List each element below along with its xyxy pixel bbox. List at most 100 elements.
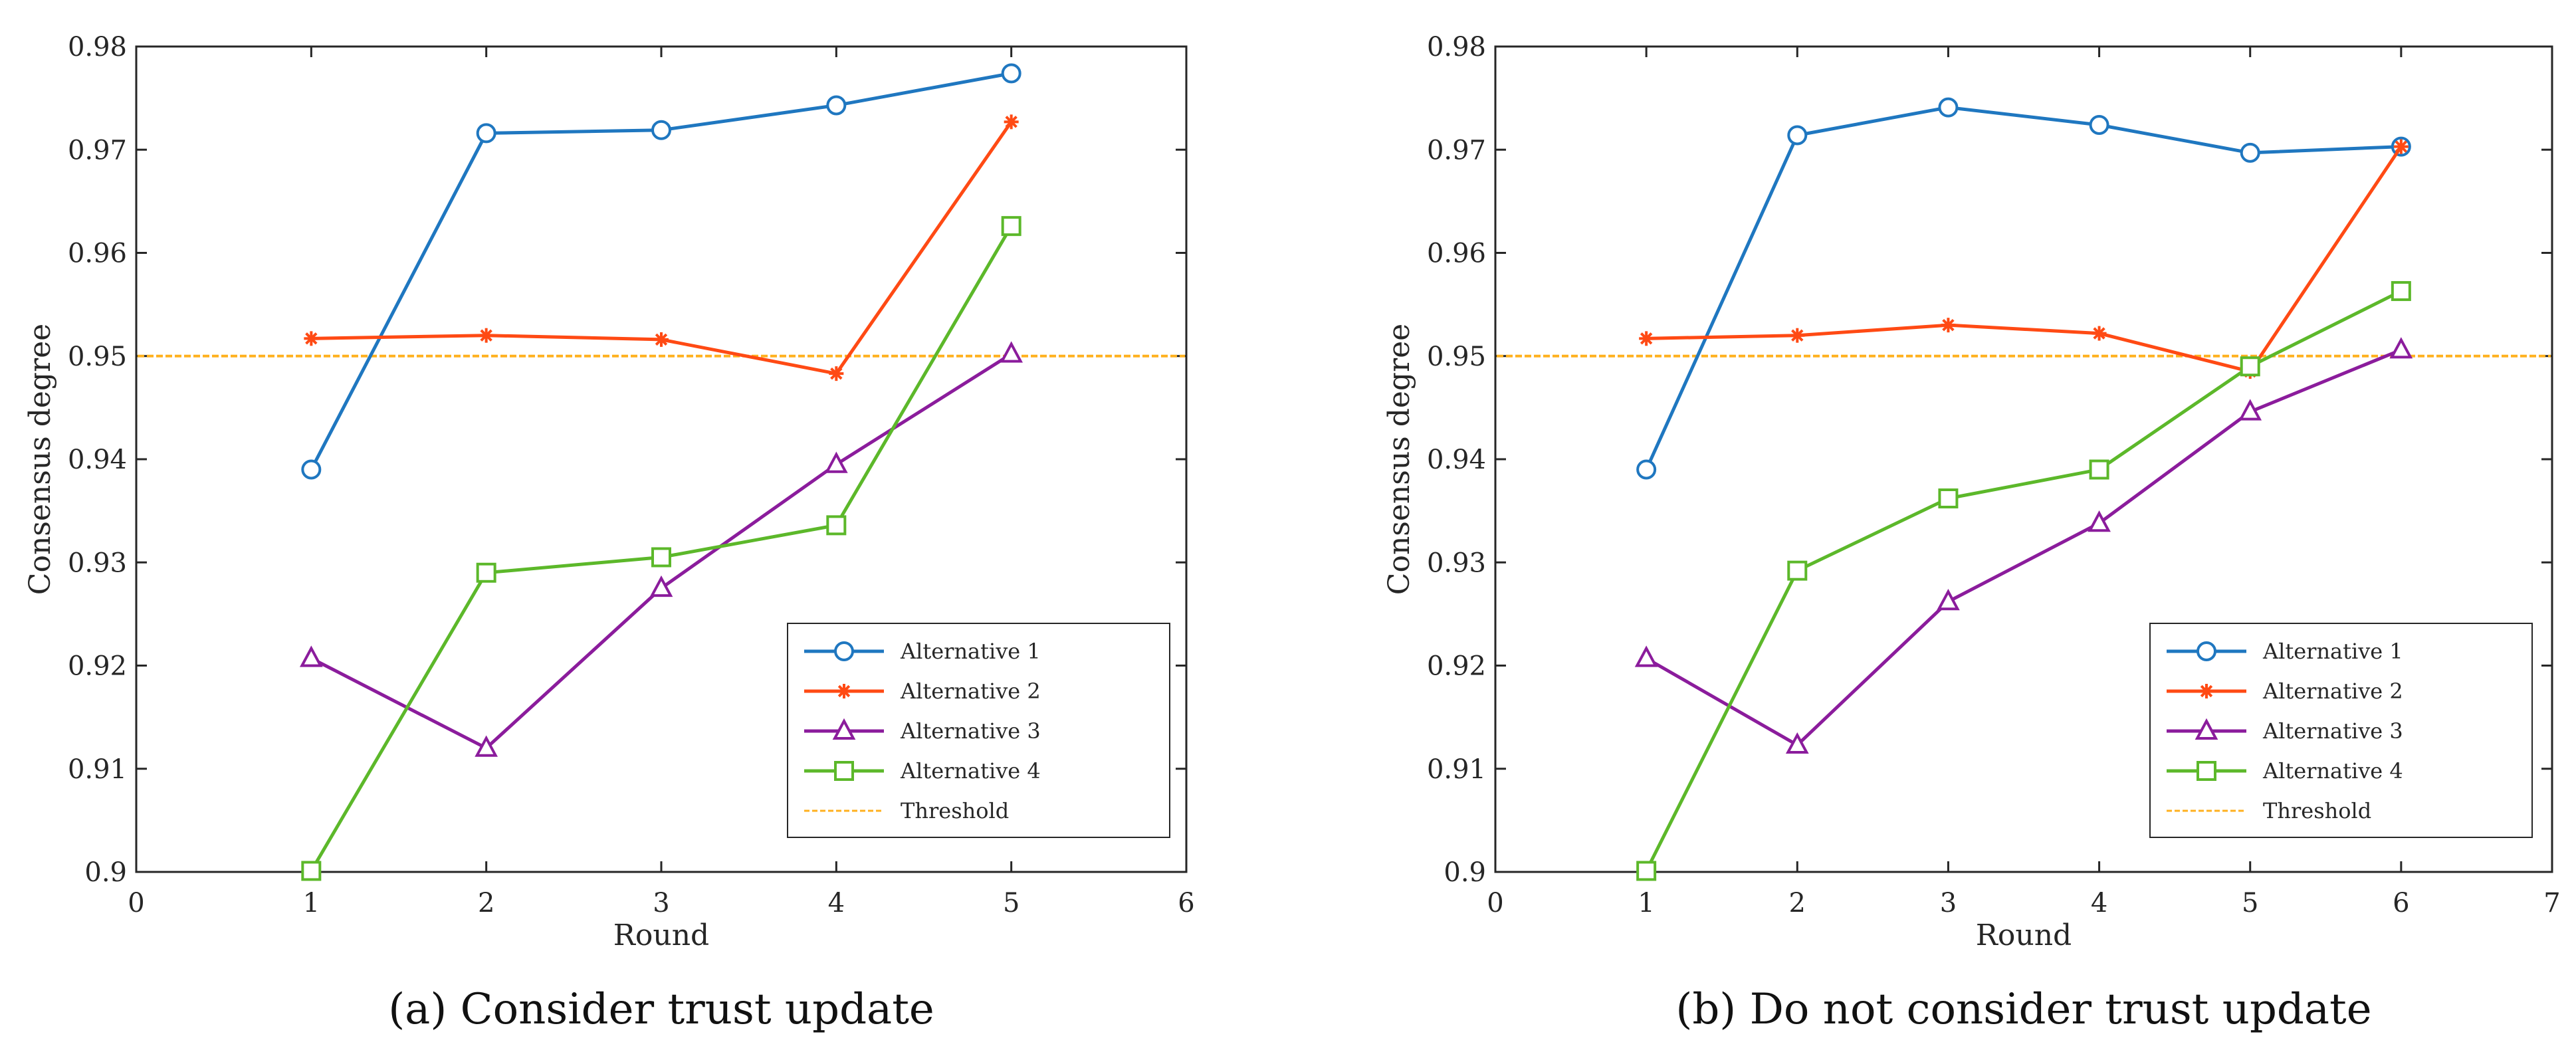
data-point bbox=[1787, 125, 1808, 146]
y-tick-label: 0.92 bbox=[1427, 651, 1486, 682]
data-point bbox=[304, 331, 319, 346]
series-alternative-2 bbox=[1639, 139, 2409, 379]
series-alternative-3 bbox=[1634, 337, 2413, 754]
legend-marker bbox=[2199, 684, 2214, 698]
x-tick-label: 2 bbox=[1789, 888, 1806, 918]
legend-entry: Alternative 2 bbox=[804, 679, 1041, 704]
series-alternative-2 bbox=[304, 114, 1019, 381]
x-tick-label: 1 bbox=[1638, 888, 1654, 918]
legend-entry: Alternative 4 bbox=[804, 758, 1041, 784]
data-point bbox=[826, 515, 847, 536]
chart-2: 0 1 2 3 4 5 6 7 0.9 0.91 0.92 0.93 0.94 0.95 0.96 0.97 0… bbox=[1382, 32, 2561, 1034]
legend-label: Alternative 4 bbox=[2262, 758, 2403, 784]
legend-label: Alternative 3 bbox=[900, 718, 1041, 744]
x-tick-label: 4 bbox=[2091, 888, 2107, 918]
x-tick-label: 6 bbox=[1178, 888, 1194, 918]
y-tick-label: 0.97 bbox=[68, 135, 127, 165]
x-tick-label: 3 bbox=[653, 888, 669, 918]
legend-entry: Threshold bbox=[804, 798, 1009, 823]
data-point bbox=[2389, 337, 2413, 359]
x-tick-label: 2 bbox=[478, 888, 494, 918]
data-point bbox=[1787, 560, 1808, 581]
y-tick-label: 0.98 bbox=[68, 32, 127, 62]
x-tick-label: 5 bbox=[2242, 888, 2258, 918]
data-point bbox=[2393, 139, 2409, 154]
y-tick-label: 0.96 bbox=[1427, 239, 1486, 269]
data-point bbox=[301, 861, 322, 881]
legend-entry: Alternative 2 bbox=[2167, 679, 2403, 704]
data-point bbox=[1790, 328, 1805, 343]
data-point bbox=[1938, 488, 1959, 508]
legend-label: Alternative 2 bbox=[900, 679, 1041, 704]
x-tick-label: 0 bbox=[128, 888, 144, 918]
legend-entry: Alternative 4 bbox=[2167, 758, 2403, 784]
data-point bbox=[1938, 97, 1959, 118]
legend-label: Alternative 2 bbox=[2262, 679, 2403, 704]
data-point bbox=[1000, 341, 1023, 363]
data-point bbox=[654, 332, 669, 347]
y-tick-label: 0.94 bbox=[68, 445, 127, 475]
data-point bbox=[1001, 216, 1021, 237]
x-tick-label: 1 bbox=[303, 888, 320, 918]
legend-marker bbox=[2195, 718, 2218, 740]
data-point bbox=[1937, 589, 1960, 611]
data-point bbox=[476, 123, 496, 144]
y-tick-label: 0.95 bbox=[68, 342, 127, 372]
legend-marker bbox=[837, 684, 851, 698]
chart-1: 0 1 2 3 4 5 6 0.9 0.91 0.92 0.93 0.94 0.95 0.96 0.97 0.… bbox=[23, 32, 1195, 1034]
y-tick-label: 0.98 bbox=[1427, 32, 1486, 62]
data-point bbox=[651, 120, 671, 140]
legend: Alternative 1 Alternative 2 Alternative 3 A… bbox=[2149, 623, 2533, 838]
x-tick-label: 7 bbox=[2543, 888, 2560, 918]
data-point bbox=[301, 459, 322, 480]
x-tick-label: 6 bbox=[2393, 888, 2409, 918]
legend-entry: Alternative 3 bbox=[2167, 718, 2403, 744]
x-axis-label: Round bbox=[613, 918, 709, 952]
data-point bbox=[2240, 356, 2260, 377]
x-axis-label: Round bbox=[1976, 918, 2072, 952]
y-tick-label: 0.93 bbox=[68, 548, 127, 578]
series-line bbox=[1644, 106, 2401, 471]
y-axis-label: Consensus degree bbox=[1382, 324, 1416, 595]
series-line bbox=[1646, 146, 2403, 373]
data-point bbox=[2240, 142, 2260, 163]
data-point bbox=[2092, 326, 2107, 341]
y-tick-label: 0.97 bbox=[1427, 135, 1486, 165]
data-point bbox=[479, 328, 494, 343]
y-tick-label: 0.91 bbox=[1427, 754, 1486, 785]
data-point bbox=[475, 735, 498, 757]
data-point bbox=[2089, 459, 2109, 480]
chart-caption: (a) Consider trust update bbox=[388, 985, 934, 1034]
legend: Alternative 1 Alternative 2 Alternative 3 A… bbox=[787, 623, 1170, 838]
y-tick-label: 0.93 bbox=[1427, 548, 1486, 578]
series-alternative-4 bbox=[1636, 280, 2411, 881]
x-tick-label: 4 bbox=[828, 888, 845, 918]
y-tick-label: 0.96 bbox=[68, 239, 127, 269]
data-point bbox=[1636, 861, 1657, 881]
data-point bbox=[476, 562, 496, 583]
data-point bbox=[826, 95, 847, 116]
series-alternative-1 bbox=[301, 63, 1021, 480]
legend-label: Threshold bbox=[901, 798, 1009, 823]
legend-entry: Threshold bbox=[2167, 798, 2371, 823]
data-point bbox=[1639, 331, 1654, 346]
y-tick-label: 0.92 bbox=[68, 651, 127, 682]
legend-marker bbox=[2197, 761, 2216, 781]
data-point bbox=[824, 451, 848, 473]
x-tick-label: 0 bbox=[1487, 888, 1503, 918]
legend-marker bbox=[834, 641, 854, 661]
y-tick-label: 0.95 bbox=[1427, 342, 1486, 372]
series-alternative-4 bbox=[301, 216, 1021, 881]
legend-label: Alternative 1 bbox=[2262, 639, 2403, 664]
y-axis-label: Consensus degree bbox=[23, 324, 57, 595]
y-tick-label: 0.94 bbox=[1427, 445, 1486, 475]
legend-marker bbox=[832, 718, 856, 740]
data-point bbox=[1636, 459, 1657, 480]
y-tick-label: 0.9 bbox=[84, 857, 127, 888]
y-tick-label: 0.9 bbox=[1444, 857, 1486, 888]
series-line bbox=[1644, 289, 2402, 872]
data-point bbox=[1634, 645, 1658, 667]
data-point bbox=[2089, 114, 2109, 135]
legend-label: Alternative 3 bbox=[2262, 718, 2403, 744]
